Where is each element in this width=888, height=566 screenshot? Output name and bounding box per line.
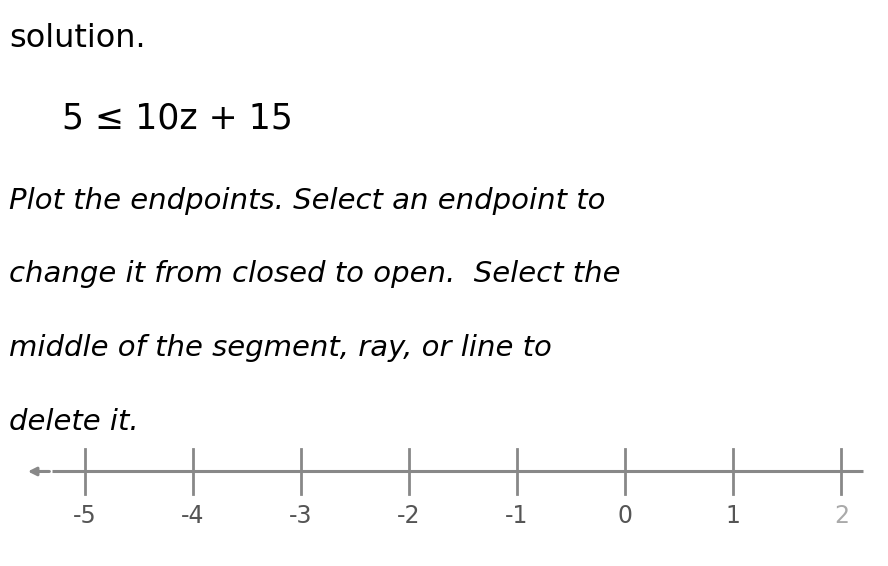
Text: middle of the segment, ray, or line to: middle of the segment, ray, or line to: [9, 334, 551, 362]
Text: -2: -2: [397, 504, 421, 528]
Text: delete it.: delete it.: [9, 408, 139, 435]
Text: -4: -4: [181, 504, 204, 528]
Text: Plot the endpoints. Select an endpoint to: Plot the endpoints. Select an endpoint t…: [9, 187, 606, 215]
Text: 2: 2: [834, 504, 849, 528]
Text: 1: 1: [725, 504, 741, 528]
Text: -5: -5: [73, 504, 97, 528]
Text: -1: -1: [505, 504, 528, 528]
Text: 5 ≤ 10z + 15: 5 ≤ 10z + 15: [62, 102, 293, 136]
Text: -3: -3: [289, 504, 313, 528]
Text: solution.: solution.: [9, 23, 146, 54]
Text: 0: 0: [617, 504, 632, 528]
Text: change it from closed to open.  Select the: change it from closed to open. Select th…: [9, 260, 621, 288]
